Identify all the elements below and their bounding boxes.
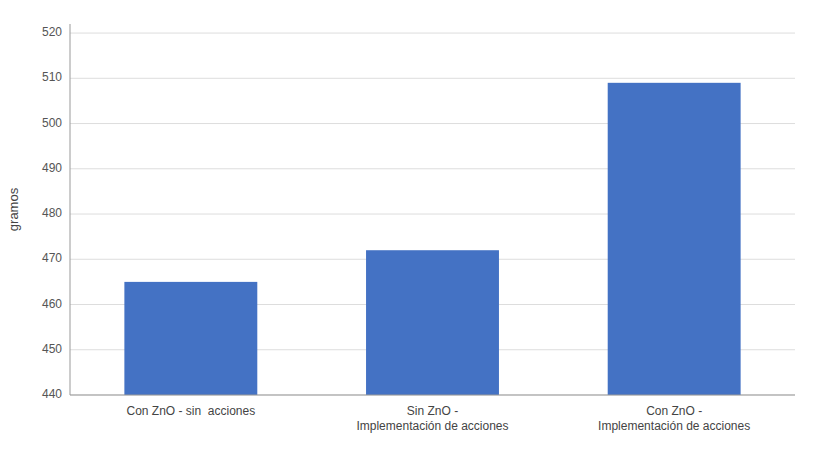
- y-tick-label: 500: [42, 116, 62, 130]
- x-tick-label: Con ZnO - sin acciones: [126, 404, 255, 418]
- y-tick-label: 510: [42, 70, 62, 84]
- y-tick-label: 520: [42, 25, 62, 39]
- bars: [124, 83, 740, 395]
- grid-line: [70, 395, 795, 396]
- bar: [366, 250, 499, 395]
- chart: 440 450 460 470 480 490 500 510 520 Con ZnO - sin…: [0, 0, 819, 461]
- grid-line: [70, 33, 795, 34]
- x-axis-line: [70, 395, 795, 396]
- x-tick-label: Sin ZnO -Implementación de acciones: [356, 404, 508, 433]
- bar: [124, 282, 257, 395]
- y-axis-label: gramos: [6, 187, 21, 231]
- grid-line: [70, 78, 795, 79]
- y-axis-line: [70, 24, 71, 395]
- y-tick-label: 460: [42, 297, 62, 311]
- y-tick-label: 440: [42, 387, 62, 401]
- bar: [608, 83, 741, 395]
- x-tick-label: Con ZnO -Implementación de acciones: [598, 404, 750, 433]
- y-tick-label: 490: [42, 161, 62, 175]
- y-tick-label: 450: [42, 342, 62, 356]
- y-tick-label: 470: [42, 251, 62, 265]
- y-tick-label: 480: [42, 206, 62, 220]
